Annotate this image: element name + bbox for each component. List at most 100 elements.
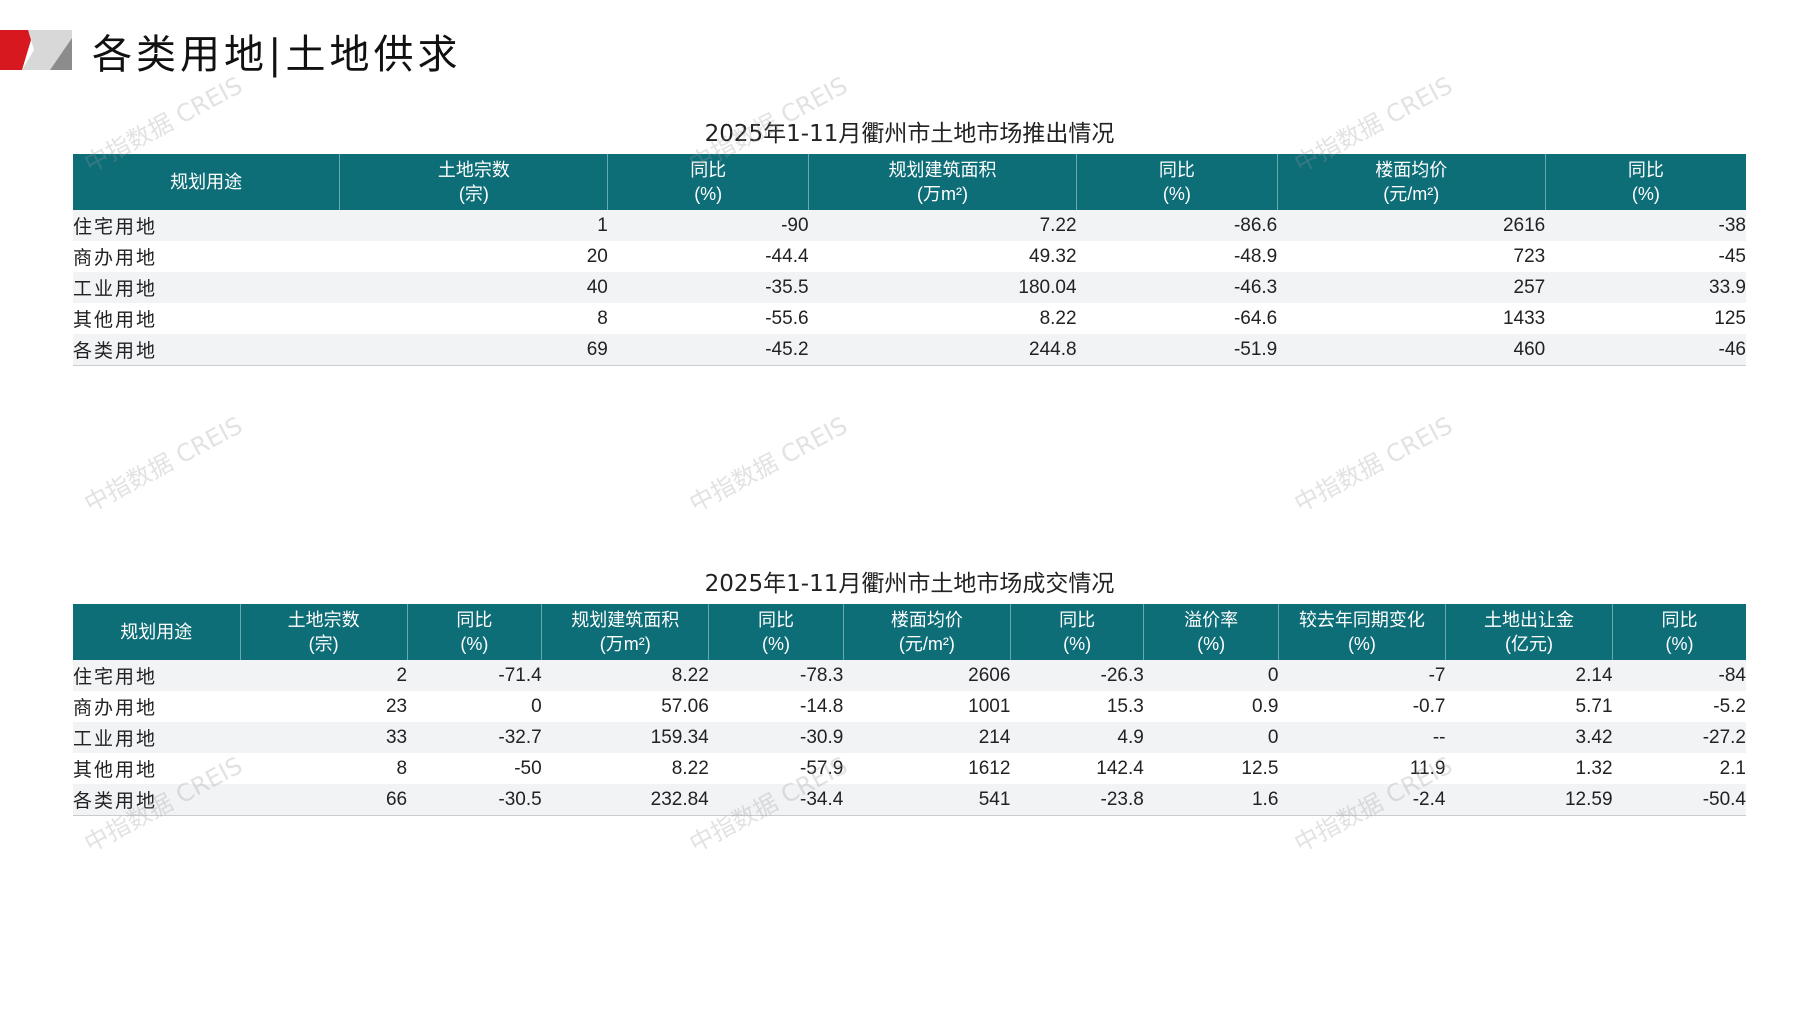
table-cell: -64.6 (1233, 307, 1278, 329)
table-cell: 8 (396, 757, 408, 779)
table-cell: -50.4 (1612, 784, 1746, 816)
table-cell: -48.9 (1233, 245, 1278, 267)
table-cell: -46 (1545, 334, 1746, 366)
table-cell: -- (1278, 722, 1446, 753)
table-cell: 5.71 (1575, 695, 1613, 717)
column-header: 同比 (%) (406, 604, 542, 660)
table-cell: -51.9 (1076, 334, 1278, 366)
row-label: 工业用地 (73, 272, 340, 303)
table-row: 各类用地 66 -30.5 232.84 -34.4 541 -23.8 1.6 -2.4 12.… (73, 784, 1746, 816)
table-cell: -0.7 (1412, 695, 1446, 717)
row-label: 商办用地 (73, 698, 158, 719)
column-header: 同比 (%) (708, 604, 844, 660)
column-header-line: (宗) (458, 184, 489, 204)
table-cell: 8 (597, 307, 608, 329)
column-header-line: (%) (460, 634, 489, 654)
table-cell: 4.9 (1010, 722, 1144, 753)
table-cell: 1 (339, 210, 608, 241)
row-label: 各类用地 (73, 784, 241, 816)
table-cell: 232.84 (541, 784, 709, 816)
table-cell: -32.7 (407, 722, 542, 753)
column-header-line: 较去年同期变化 (1298, 610, 1425, 630)
logo-icon (0, 30, 72, 70)
column-header-line: (%) (1665, 634, 1694, 654)
table-cell: 214 (843, 722, 1011, 753)
row-label: 工业用地 (73, 722, 241, 753)
deal-table: 规划用途 土地宗数 (宗) 同比 (%) 规划建筑面积 (万m²) 同比 (%) 楼面均价 (元/m… (73, 604, 1746, 816)
table-cell: 7.22 (808, 210, 1077, 241)
watermark: 中指数据 CREIS (79, 411, 248, 519)
column-header-line: 同比 (1661, 610, 1698, 630)
table-cell: 0 (1143, 722, 1279, 753)
table-cell: 2.14 (1445, 660, 1613, 691)
column-header-line: 土地宗数 (437, 160, 510, 180)
table-cell: 8.22 (541, 660, 709, 691)
row-label: 其他用地 (73, 310, 158, 331)
column-header-line: 楼面均价 (890, 610, 963, 630)
column-header-line: (%) (1063, 634, 1092, 654)
column-header: 楼面均价 (元/m²) (842, 604, 1011, 660)
supply-table: 规划用途 土地宗数 (宗) 同比 (%) 规划建筑面积 (万m²) 同比 (%) 楼面均价 (元/m… (73, 154, 1746, 366)
table-cell: 33.9 (1545, 272, 1746, 303)
table-row: 住宅用地 1 -90 7.22 -86.6 2616 -38 (73, 210, 1746, 241)
column-header-line: 同比 (1059, 610, 1096, 630)
table-cell: -57.9 (800, 757, 844, 779)
column-header: 较去年同期变化 (%) (1277, 604, 1446, 660)
table-cell: 2616 (1277, 210, 1546, 241)
table-cell: 8.22 (671, 757, 709, 779)
column-header: 规划用途 (73, 604, 241, 660)
table-cell: -5.2 (1713, 695, 1746, 717)
table-cell: 180.04 (808, 272, 1077, 303)
column-header-line: 土地宗数 (287, 610, 360, 630)
column-header-line: (万m²) (917, 184, 969, 204)
table-cell: 57.06 (661, 695, 709, 717)
table-cell: 159.34 (541, 722, 709, 753)
table-cell: 23 (385, 695, 408, 717)
table-cell: 49.32 (1029, 245, 1077, 267)
column-header-line: 规划建筑面积 (571, 610, 680, 630)
table-cell: -46.3 (1076, 272, 1278, 303)
column-header-line: 楼面均价 (1375, 160, 1448, 180)
column-header-line: 土地出让金 (1484, 610, 1574, 630)
table-cell: -50 (514, 757, 542, 779)
row-label: 各类用地 (73, 334, 340, 366)
table-cell: 1433 (1502, 307, 1546, 329)
table-cell: 541 (843, 784, 1011, 816)
column-header-line: (宗) (308, 634, 339, 654)
table-cell: 33 (240, 722, 408, 753)
row-label: 住宅用地 (73, 210, 340, 241)
column-header-line: (元/m²) (1383, 184, 1440, 204)
table-cell: 0 (531, 695, 542, 717)
table-cell: -44.4 (765, 245, 809, 267)
supply-table-title: 2025年1-11月衢州市土地市场推出情况 (704, 121, 1115, 147)
column-header: 规划用途 (73, 154, 340, 210)
column-header-line: (%) (762, 634, 791, 654)
row-label: 其他用地 (73, 760, 158, 781)
table-cell: -30.5 (407, 784, 542, 816)
row-label: 商办用地 (73, 248, 158, 269)
table-cell: 2.1 (1719, 757, 1746, 779)
table-cell: 723 (1513, 245, 1546, 267)
column-header-line: (万m²) (599, 634, 651, 654)
column-header-line: 同比 (758, 610, 795, 630)
column-header-line: 规划建筑面积 (888, 160, 997, 180)
table-cell: -27.2 (1612, 722, 1746, 753)
table-cell: 69 (339, 334, 608, 366)
table-cell: 12.59 (1445, 784, 1613, 816)
column-header: 同比 (%) (1009, 604, 1144, 660)
watermark: 中指数据 CREIS (684, 411, 853, 519)
table-cell: -30.9 (708, 722, 844, 753)
table-row: 工业用地 40 -35.5 180.04 -46.3 257 33.9 (73, 272, 1746, 303)
column-header-line: (元/m²) (898, 634, 955, 654)
table-cell: 1.32 (1575, 757, 1613, 779)
table-cell: 244.8 (808, 334, 1077, 366)
column-header: 同比 (%) (1076, 154, 1278, 210)
table-cell: -90 (607, 210, 809, 241)
table-cell: -45.2 (607, 334, 809, 366)
table-cell: 15.3 (1106, 695, 1144, 717)
column-header-line: 溢价率 (1184, 610, 1239, 630)
column-header: 溢价率 (%) (1143, 604, 1279, 660)
table-cell: -7 (1278, 660, 1446, 691)
table-cell: 125 (1714, 307, 1746, 329)
column-header-line: 同比 (456, 610, 493, 630)
